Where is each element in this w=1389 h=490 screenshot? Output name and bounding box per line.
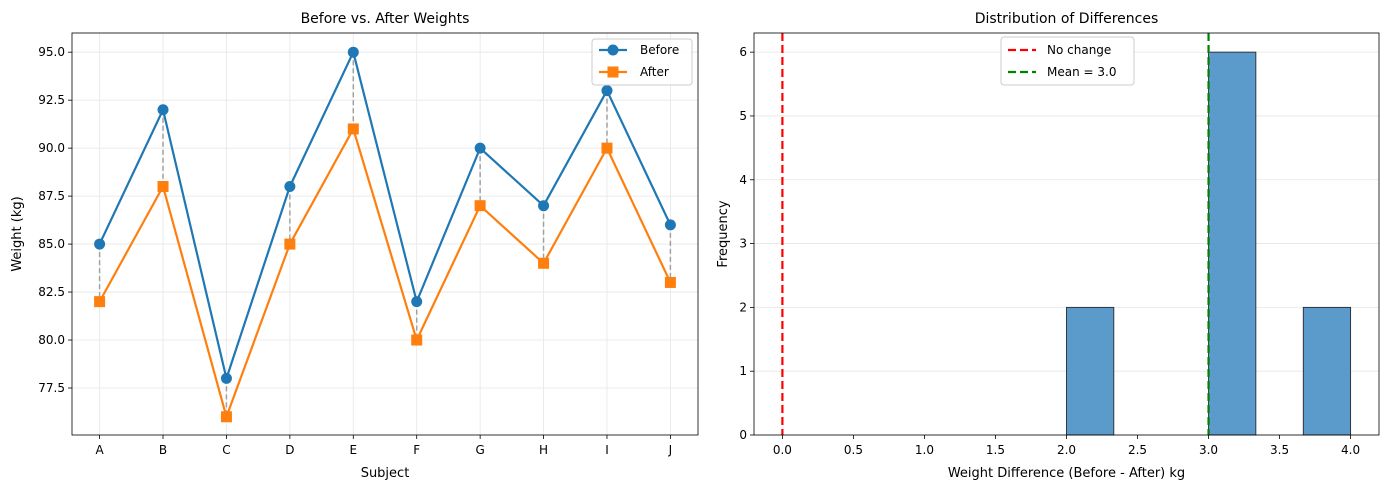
data-point — [601, 85, 613, 97]
y-tick-label: 95.0 — [38, 45, 65, 59]
legend-label: After — [640, 65, 669, 79]
legend-item-after: After — [599, 65, 669, 79]
legend: Before After — [591, 38, 693, 86]
y-tick-label: 80.0 — [38, 333, 65, 347]
x-tick-label: 2.0 — [1057, 443, 1076, 457]
y-tick-label: 1 — [739, 364, 747, 378]
histogram-bars — [1066, 51, 1352, 436]
data-point — [474, 200, 486, 212]
data-point — [157, 104, 169, 116]
data-point — [94, 238, 106, 250]
chart-title-distribution: Distribution of Differences — [975, 11, 1159, 27]
x-tick-label: 1.0 — [915, 443, 934, 457]
data-point — [220, 372, 232, 384]
data-point — [347, 46, 359, 58]
data-point — [94, 296, 106, 308]
y-axis-label: Frequency — [716, 200, 731, 267]
x-tick-label: 4.0 — [1341, 443, 1360, 457]
y-tick-label: 5 — [739, 109, 747, 123]
y-tick-label: 92.5 — [38, 93, 65, 107]
x-tick-label: G — [475, 443, 484, 457]
x-axis-label: Subject — [361, 466, 410, 481]
legend-label: No change — [1047, 43, 1111, 57]
legend-label: Mean = 3.0 — [1047, 65, 1116, 79]
data-point — [601, 142, 613, 154]
tick-layer: 77.5 80.0 82.5 85.0 87.5 90.0 92.5 95.0 A B C D E F G H… — [38, 45, 672, 457]
histogram-bar — [1302, 306, 1352, 436]
y-tick-label: 85.0 — [38, 237, 65, 251]
data-point — [284, 181, 296, 193]
x-tick-label: J — [668, 443, 673, 457]
y-tick-label: 82.5 — [38, 285, 65, 299]
data-point — [347, 123, 359, 135]
legend-item: Mean = 3.0 — [1008, 65, 1116, 79]
data-point — [220, 411, 232, 423]
y-tick-label: 6 — [739, 45, 747, 59]
legend-marker — [607, 66, 619, 78]
data-point — [538, 200, 550, 212]
x-tick-label: I — [605, 443, 609, 457]
series-line — [98, 51, 672, 380]
series-line — [98, 127, 672, 418]
x-tick-label: E — [349, 443, 357, 457]
x-tick-label: H — [539, 443, 548, 457]
legend-item: No change — [1008, 43, 1111, 57]
x-tick-label: 2.5 — [1128, 443, 1147, 457]
data-point — [474, 142, 486, 154]
x-tick-label: A — [95, 443, 104, 457]
x-tick-label: 0.5 — [844, 443, 863, 457]
x-tick-label: C — [222, 443, 230, 457]
data-point — [284, 238, 296, 250]
legend: No change Mean = 3.0 — [1000, 36, 1135, 86]
x-tick-label: 1.5 — [986, 443, 1005, 457]
histogram-bar — [1208, 51, 1257, 436]
y-tick-label: 2 — [739, 300, 747, 314]
y-tick-label: 0 — [739, 428, 747, 442]
y-tick-label: 4 — [739, 173, 747, 187]
legend-items: No change Mean = 3.0 — [1008, 43, 1116, 79]
data-point — [664, 219, 676, 231]
connectors — [98, 52, 672, 417]
x-tick-label: 0.0 — [773, 443, 792, 457]
x-tick-label: B — [159, 443, 167, 457]
legend-item-before: Before — [599, 43, 679, 57]
chart-before-after: Before vs. After Weights 77.5 80.0 82.5 85.… — [10, 11, 699, 481]
plot-frame — [71, 32, 699, 436]
legend-label: Before — [640, 43, 679, 57]
tick-layer: 0 1 2 3 4 5 6 0.0 0.5 1.0 1.5 2.0 2.5 3.0 3.5 4.0 — [739, 45, 1360, 457]
y-tick-label: 3 — [739, 237, 747, 251]
legend-items: Before After — [599, 43, 679, 79]
x-tick-label: D — [285, 443, 294, 457]
data-point — [664, 276, 676, 288]
y-tick-label: 90.0 — [38, 141, 65, 155]
histogram-bar — [1066, 306, 1115, 436]
series-layer — [94, 46, 676, 423]
x-tick-label: 3.5 — [1270, 443, 1289, 457]
data-point — [411, 334, 423, 346]
x-tick-label: 3.0 — [1199, 443, 1218, 457]
x-tick-label: F — [413, 443, 420, 457]
data-point — [411, 296, 423, 308]
series-after — [94, 123, 676, 423]
series-before — [94, 46, 676, 384]
chart-title-before-after: Before vs. After Weights — [301, 11, 470, 27]
data-point — [157, 181, 169, 193]
y-tick-label: 87.5 — [38, 189, 65, 203]
chart-distribution: Distribution of Differences 0 1 2 3 4 5 6 0.0 0.… — [716, 11, 1380, 481]
reference-lines — [781, 33, 1210, 435]
y-axis-label: Weight (kg) — [10, 196, 25, 271]
x-axis-label: Weight Difference (Before - After) kg — [948, 466, 1185, 481]
data-point — [538, 257, 550, 269]
legend-marker — [607, 44, 619, 56]
y-tick-label: 77.5 — [38, 381, 65, 395]
